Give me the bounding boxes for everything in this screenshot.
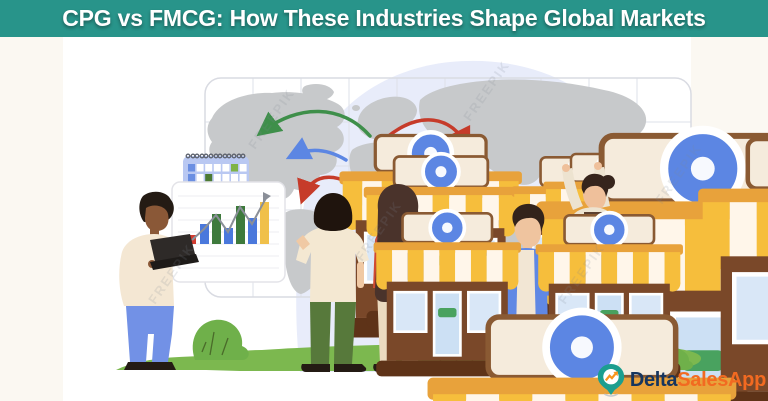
- person-placing-store-left: [296, 193, 369, 372]
- brand-name-primary: Delta: [629, 368, 678, 391]
- bush-left: [192, 319, 249, 360]
- analytics-whiteboard: [171, 181, 286, 283]
- brand-logo: DeltaSalesApp: [595, 362, 766, 398]
- brand-name: DeltaSalesApp: [630, 369, 766, 392]
- brand-name-secondary: SalesApp: [677, 368, 766, 391]
- title-banner: CPG vs FMCG: How These Industries Shape …: [0, 0, 768, 37]
- location-pin-trend-icon: [597, 364, 625, 397]
- page-title: CPG vs FMCG: How These Industries Shape …: [62, 5, 706, 31]
- person-analyst-laptop: [119, 191, 199, 370]
- bar-chart: [188, 192, 271, 244]
